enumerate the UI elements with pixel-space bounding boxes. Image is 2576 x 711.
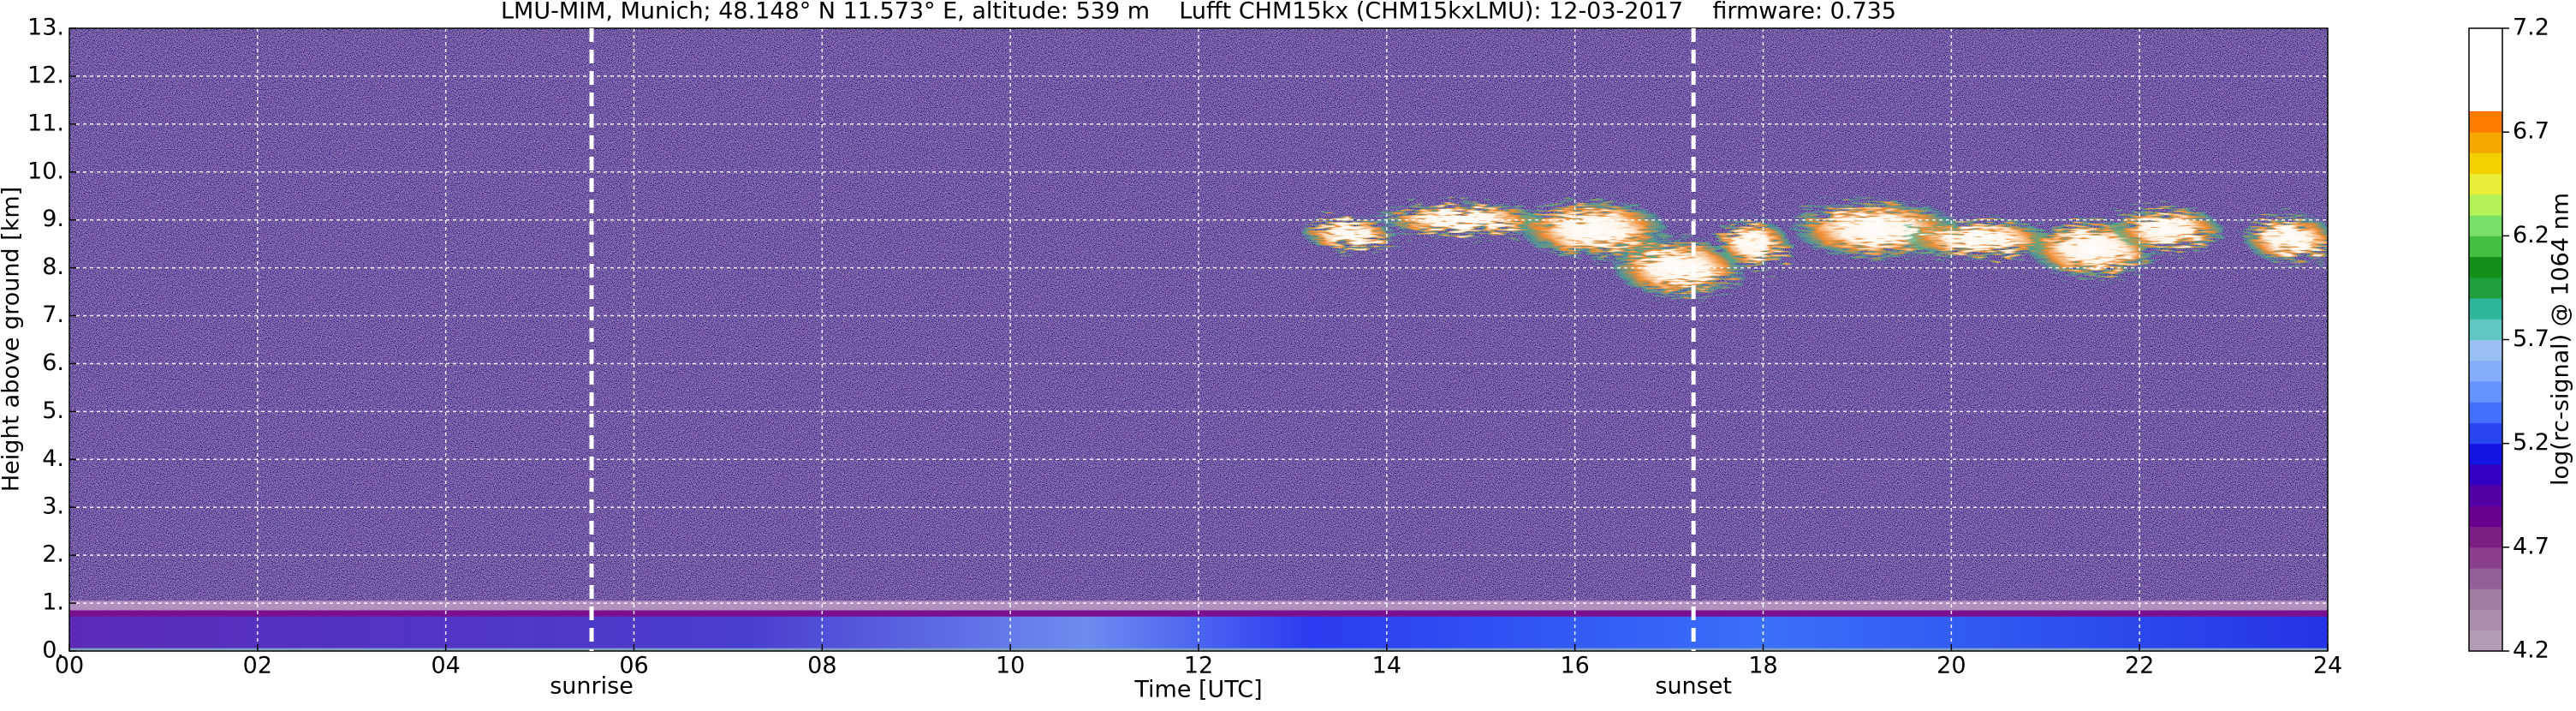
colorbar-segment — [2469, 173, 2502, 195]
x-tick-label: 16 — [1560, 653, 1589, 679]
y-tick-label: 13. — [27, 15, 64, 41]
y-tick-label: 6. — [42, 350, 64, 376]
colorbar-segment — [2469, 568, 2502, 589]
y-tick-label: 10. — [27, 158, 64, 184]
colorbar-segment — [2469, 132, 2502, 153]
y-tick-label: 8. — [42, 254, 64, 280]
y-tick-label: 5. — [42, 397, 64, 424]
boundary-layer-top — [69, 610, 2328, 620]
x-tick-label: 06 — [619, 653, 648, 679]
colorbar-segment — [2469, 194, 2502, 216]
y-tick-label: 2. — [42, 541, 64, 568]
cloud-patch — [1301, 217, 1396, 252]
colorbar-tick-label: 6.2 — [2513, 222, 2549, 248]
chart-title: LMU-MIM, Munich; 48.148° N 11.573° E, al… — [501, 0, 1896, 25]
colorbar-segment — [2469, 339, 2502, 361]
colorbar-segment — [2469, 215, 2502, 236]
colorbar-segment — [2469, 256, 2502, 278]
colorbar-tick-label: 5.2 — [2513, 429, 2549, 456]
colorbar-title: log(rc-signal) @ 1064 nm — [2548, 193, 2574, 486]
colorbar-tick-label: 7.2 — [2513, 15, 2549, 41]
y-tick-label: 11. — [27, 110, 64, 136]
cloud-patch — [1612, 239, 1745, 297]
colorbar-tick-label: 4.2 — [2513, 637, 2549, 664]
colorbar-top — [2469, 28, 2502, 111]
cloud-patch — [1716, 219, 1792, 268]
colorbar-segment — [2469, 298, 2502, 320]
colorbar-tick-label: 4.7 — [2513, 533, 2549, 559]
colorbar-segment — [2469, 630, 2502, 652]
colorbar-segment — [2469, 547, 2502, 569]
colorbar-segment — [2469, 526, 2502, 548]
cloud-patch — [1518, 200, 1669, 259]
x-tick-label: 22 — [2125, 653, 2154, 679]
x-tick-label: 10 — [996, 653, 1025, 679]
colorbar-segment — [2469, 609, 2502, 631]
x-tick-label: 12 — [1184, 653, 1213, 679]
x-tick-label: 24 — [2313, 653, 2342, 679]
x-axis-title: Time [UTC] — [1133, 677, 1262, 703]
colorbar-tick-label: 6.7 — [2513, 118, 2549, 145]
cloud-patch — [2243, 215, 2328, 264]
annotation-label: sunrise — [550, 673, 634, 700]
y-tick-label: 7. — [42, 302, 64, 328]
y-tick-label: 0. — [42, 637, 64, 664]
colorbar-tick-label: 5.7 — [2513, 326, 2549, 352]
colorbar-segment — [2469, 485, 2502, 506]
y-axis-title: Height above ground [km] — [0, 187, 25, 492]
y-tick-label: 1. — [42, 589, 64, 616]
colorbar-segment — [2469, 236, 2502, 258]
colorbar-segment — [2469, 319, 2502, 340]
x-tick-label: 00 — [55, 653, 84, 679]
x-tick-label: 08 — [807, 653, 836, 679]
x-tick-label: 04 — [431, 653, 460, 679]
x-tick-label: 14 — [1372, 653, 1401, 679]
colorbar-segment — [2469, 111, 2502, 133]
colorbar-segment — [2469, 589, 2502, 611]
x-tick-label: 20 — [1936, 653, 1966, 679]
annotation-label: sunset — [1655, 673, 1732, 700]
colorbar-segment — [2469, 152, 2502, 175]
cirrus-layer — [1301, 200, 2328, 297]
y-tick-label: 9. — [42, 206, 64, 232]
colorbar-segment — [2469, 443, 2502, 465]
colorbar-segment — [2469, 360, 2502, 382]
colorbar-segment — [2469, 463, 2502, 486]
cloud-patch — [2111, 207, 2225, 252]
x-tick-label: 18 — [1748, 653, 1777, 679]
x-tick-label: 02 — [243, 653, 272, 679]
y-tick-label: 12. — [27, 62, 64, 88]
cloud-patch — [1904, 219, 2055, 259]
colorbar-segment — [2469, 402, 2502, 423]
colorbar-segment — [2469, 277, 2502, 299]
colorbar-segment — [2469, 380, 2502, 403]
colorbar-segment — [2469, 505, 2502, 528]
plot-frame — [68, 27, 2329, 652]
colorbar-segment — [2469, 422, 2502, 445]
y-tick-label: 4. — [42, 445, 64, 472]
y-tick-label: 3. — [42, 493, 64, 520]
backscatter-field — [69, 28, 2328, 651]
